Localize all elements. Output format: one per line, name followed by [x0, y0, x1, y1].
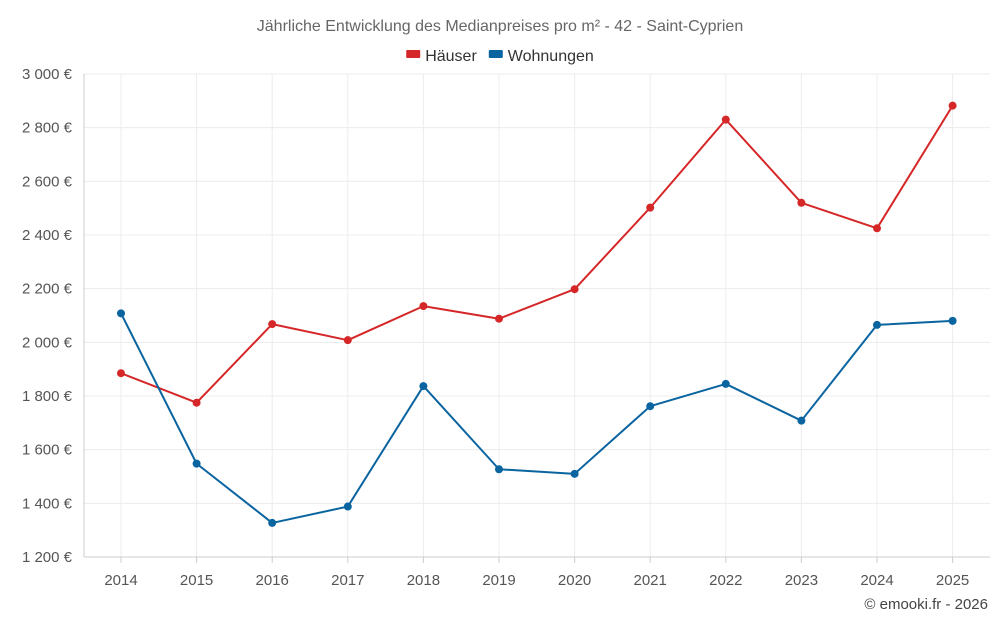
y-tick-label: 2 600 €: [22, 173, 73, 190]
data-point[interactable]: [192, 459, 201, 468]
legend-swatch: [406, 50, 421, 58]
x-tick-label: 2025: [936, 572, 969, 589]
data-point[interactable]: [268, 320, 277, 329]
data-point[interactable]: [646, 203, 655, 212]
y-tick-label: 2 800 €: [22, 120, 73, 137]
chart-title: Jährliche Entwicklung des Medianpreises …: [257, 18, 743, 35]
data-point[interactable]: [343, 502, 352, 511]
data-point[interactable]: [948, 101, 957, 110]
data-point[interactable]: [570, 285, 579, 294]
data-point[interactable]: [570, 469, 579, 478]
legend-item-0[interactable]: Häuser: [406, 48, 477, 65]
data-point[interactable]: [117, 309, 125, 318]
y-tick-label: 1 800 €: [22, 388, 73, 405]
x-tick-label: 2018: [407, 572, 440, 589]
y-tick-label: 1 200 €: [22, 549, 73, 566]
x-tick-label: 2017: [331, 572, 364, 589]
y-tick-label: 1 400 €: [22, 495, 73, 512]
x-tick-label: 2019: [482, 572, 515, 589]
data-point[interactable]: [797, 416, 806, 425]
data-point[interactable]: [495, 314, 503, 323]
data-point[interactable]: [343, 336, 352, 345]
x-tick-label: 2024: [860, 572, 893, 589]
y-tick-label: 2 200 €: [22, 281, 73, 298]
data-point[interactable]: [192, 398, 201, 407]
data-point[interactable]: [873, 224, 881, 233]
y-tick-label: 2 000 €: [22, 334, 73, 351]
data-point[interactable]: [873, 320, 881, 329]
data-point[interactable]: [948, 316, 957, 325]
series-0: [117, 101, 957, 407]
legend: Häuser Wohnungen: [406, 48, 594, 65]
data-point[interactable]: [495, 465, 503, 474]
x-axis-ticks: 2014 2015 2016 2017 2018 2019 2020 2021 2022 2023…: [104, 557, 969, 589]
grid: [83, 73, 990, 558]
series-line: [120, 105, 954, 404]
x-tick-label: 2021: [634, 572, 667, 589]
data-point[interactable]: [419, 382, 428, 391]
x-tick-label: 2015: [180, 572, 213, 589]
data-point[interactable]: [721, 379, 730, 388]
legend-label: Häuser: [425, 48, 477, 65]
y-tick-label: 1 600 €: [22, 442, 73, 459]
data-point[interactable]: [797, 198, 806, 207]
series: [117, 101, 957, 527]
x-tick-label: 2022: [709, 572, 742, 589]
data-point[interactable]: [646, 402, 655, 411]
x-tick-label: 2023: [785, 572, 818, 589]
x-tick-label: 2016: [256, 572, 289, 589]
data-point[interactable]: [117, 369, 125, 378]
series-1: [117, 309, 957, 527]
legend-swatch: [488, 50, 503, 58]
data-point[interactable]: [268, 518, 277, 527]
x-tick-label: 2014: [104, 572, 137, 589]
y-tick-label: 3 000 €: [22, 66, 73, 83]
legend-item-1[interactable]: Wohnungen: [488, 48, 594, 65]
credit-text: © emooki.fr - 2026: [864, 596, 988, 613]
y-tick-label: 2 400 €: [22, 227, 73, 244]
data-point[interactable]: [721, 115, 730, 124]
legend-label: Wohnungen: [508, 48, 594, 65]
series-line: [120, 312, 953, 524]
y-axis-ticks: 1 200 € 1 400 € 1 600 € 1 800 € 2 000 € 2 200…: [22, 66, 73, 566]
x-tick-label: 2020: [558, 572, 591, 589]
data-point[interactable]: [419, 302, 428, 311]
